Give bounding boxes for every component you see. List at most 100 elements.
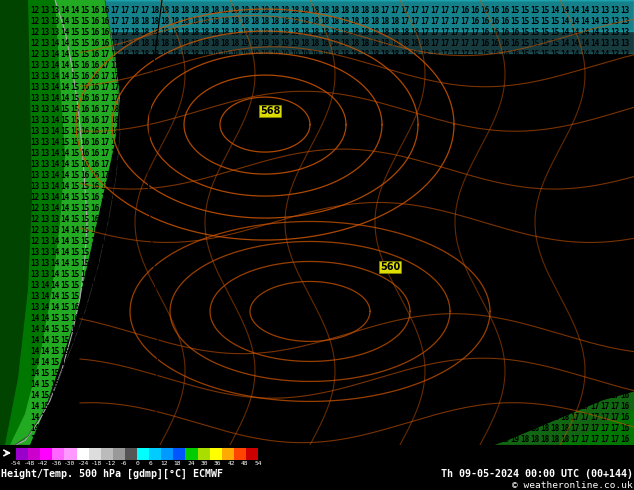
Text: 18: 18 — [131, 160, 139, 170]
Text: 16: 16 — [531, 248, 540, 257]
Text: 19: 19 — [150, 369, 160, 378]
Text: 20: 20 — [410, 414, 420, 422]
Text: 19: 19 — [500, 358, 510, 368]
Text: 19: 19 — [160, 392, 170, 400]
Text: 18: 18 — [531, 347, 540, 356]
Text: 13: 13 — [30, 259, 39, 269]
Text: 16: 16 — [571, 270, 579, 279]
Text: 19: 19 — [110, 424, 120, 434]
Text: 16: 16 — [571, 248, 579, 257]
Text: -30: -30 — [64, 461, 75, 466]
Text: 19: 19 — [240, 248, 250, 257]
Text: 15: 15 — [540, 28, 550, 38]
Text: 18: 18 — [470, 293, 480, 301]
Text: 17: 17 — [120, 248, 129, 257]
Text: 18: 18 — [200, 248, 210, 257]
Text: 18: 18 — [401, 160, 410, 170]
Text: 20: 20 — [351, 380, 359, 390]
Text: 13: 13 — [41, 259, 49, 269]
Text: 20: 20 — [270, 117, 280, 125]
Text: 18: 18 — [150, 40, 160, 49]
Text: 18: 18 — [290, 226, 300, 236]
Text: 19: 19 — [481, 392, 489, 400]
Text: 20: 20 — [441, 358, 450, 368]
Text: 18: 18 — [510, 325, 520, 335]
Text: 15: 15 — [70, 95, 80, 103]
Text: 19: 19 — [460, 303, 470, 313]
Text: 15: 15 — [600, 226, 610, 236]
Text: 17: 17 — [550, 303, 560, 313]
Text: 19: 19 — [311, 83, 320, 93]
Text: 17: 17 — [100, 149, 110, 158]
Text: 19: 19 — [430, 337, 439, 345]
Text: 18: 18 — [230, 204, 240, 214]
Text: 18: 18 — [430, 160, 439, 170]
Text: 18: 18 — [221, 226, 230, 236]
Text: 19: 19 — [351, 139, 359, 147]
Text: 19: 19 — [140, 337, 150, 345]
Text: 17: 17 — [110, 238, 120, 246]
Text: 19: 19 — [190, 95, 200, 103]
Text: 17: 17 — [120, 6, 129, 16]
Text: 19: 19 — [131, 325, 139, 335]
Text: 17: 17 — [110, 95, 120, 103]
Text: 16: 16 — [70, 392, 80, 400]
Text: 19: 19 — [140, 325, 150, 335]
Text: 18: 18 — [380, 149, 390, 158]
Text: 17: 17 — [460, 73, 470, 81]
Text: 18: 18 — [330, 50, 340, 59]
Text: 18: 18 — [110, 303, 120, 313]
Text: 19: 19 — [230, 182, 240, 192]
Text: 19: 19 — [210, 172, 219, 180]
Text: 18: 18 — [391, 149, 399, 158]
Text: 18: 18 — [110, 380, 120, 390]
Text: 15: 15 — [550, 194, 560, 202]
Text: 14: 14 — [50, 248, 60, 257]
Text: 20: 20 — [280, 358, 290, 368]
Text: 19: 19 — [340, 117, 349, 125]
Text: 17: 17 — [470, 28, 480, 38]
Text: 16: 16 — [611, 303, 619, 313]
Text: 20: 20 — [391, 392, 399, 400]
Text: 18: 18 — [391, 50, 399, 59]
Text: 18: 18 — [131, 204, 139, 214]
Text: 13: 13 — [590, 6, 600, 16]
Text: 15: 15 — [60, 293, 70, 301]
Text: 19: 19 — [190, 358, 200, 368]
Text: 17: 17 — [470, 238, 480, 246]
Text: 20: 20 — [210, 392, 219, 400]
Text: 20: 20 — [280, 424, 290, 434]
Text: 18: 18 — [380, 194, 390, 202]
Text: 18: 18 — [301, 259, 309, 269]
Text: 19: 19 — [131, 402, 139, 412]
Text: 18: 18 — [110, 139, 120, 147]
Text: 19: 19 — [441, 303, 450, 313]
Text: 18: 18 — [330, 270, 340, 279]
Text: 20: 20 — [261, 105, 269, 115]
Text: 19: 19 — [460, 315, 470, 323]
Text: 13: 13 — [41, 6, 49, 16]
Text: 18: 18 — [311, 204, 320, 214]
Text: 19: 19 — [360, 117, 370, 125]
Text: 19: 19 — [391, 293, 399, 301]
Text: 20: 20 — [270, 402, 280, 412]
Text: 16: 16 — [560, 259, 569, 269]
Text: 19: 19 — [270, 293, 280, 301]
Text: 17: 17 — [521, 259, 529, 269]
Text: 17: 17 — [481, 105, 489, 115]
Text: 19: 19 — [351, 160, 359, 170]
Text: 19: 19 — [181, 139, 190, 147]
Bar — [173, 448, 185, 460]
Text: 15: 15 — [580, 194, 590, 202]
Text: 19: 19 — [110, 402, 120, 412]
Text: 17: 17 — [91, 424, 100, 434]
Text: 15: 15 — [81, 259, 89, 269]
Text: 19: 19 — [311, 149, 320, 158]
Text: 13: 13 — [611, 50, 619, 59]
Text: 21: 21 — [340, 402, 349, 412]
Text: 16: 16 — [60, 392, 70, 400]
Text: 19: 19 — [261, 194, 269, 202]
Text: 18: 18 — [330, 18, 340, 26]
Text: 19: 19 — [290, 172, 300, 180]
Text: 19: 19 — [380, 117, 390, 125]
